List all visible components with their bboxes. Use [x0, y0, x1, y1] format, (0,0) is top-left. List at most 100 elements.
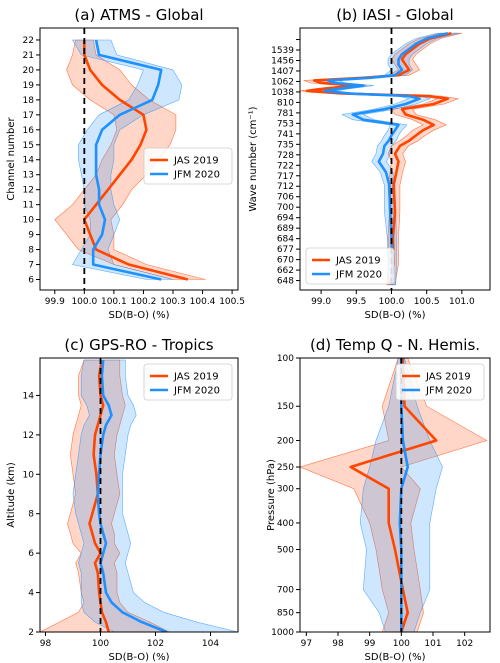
x-axis-label: SD(B-O) (%)	[109, 652, 170, 663]
x-tick-label: 100.2	[131, 297, 157, 307]
legend-label: JFM 2020	[173, 386, 220, 397]
x-tick-label: 99	[364, 639, 376, 649]
y-tick-label: 6	[28, 549, 34, 559]
chart-panel-0: 99.9 100.0 100.1 100.2 100.3 100.4 100.5 6 7 8 9 10…	[6, 6, 245, 321]
x-tick-label: 100.4	[190, 297, 216, 307]
legend-label: JFM 2020	[335, 270, 382, 281]
x-tick-label: 99.5	[346, 297, 366, 307]
legend-label: JAS 2019	[173, 156, 219, 167]
y-tick-label: 200	[277, 436, 294, 446]
y-tick-label: 19	[23, 81, 35, 91]
y-tick-label: 735	[277, 140, 294, 150]
x-tick-label: 100.0	[71, 297, 97, 307]
y-tick-label: 810	[277, 98, 294, 108]
y-tick-label: 648	[277, 277, 294, 287]
y-tick-label: 706	[277, 193, 294, 203]
y-tick-label: 781	[277, 109, 294, 119]
legend-label: JAS 2019	[335, 256, 381, 267]
y-tick-label: 712	[277, 182, 294, 192]
y-tick-label: 15	[23, 141, 34, 151]
band-jfm2020	[72, 359, 238, 632]
legend: JAS 2019 JFM 2020	[143, 363, 233, 401]
y-tick-label: 250	[277, 463, 294, 473]
y-tick-label: 16	[23, 126, 35, 136]
series-line-jfm2020	[323, 31, 449, 285]
y-tick-label: 684	[277, 235, 294, 245]
y-tick-label: 100	[277, 354, 294, 364]
band-jas2019	[300, 358, 488, 632]
legend: JAS 2019 JFM 2020	[395, 363, 485, 401]
band-jfm2020	[71, 39, 183, 280]
legend: JAS 2019 JFM 2020	[305, 247, 395, 285]
panel-title: (d) Temp Q - N. Hemis.	[310, 336, 480, 354]
chart-panel-2: 98 100 102 104 2 4 6 8 10 12 14 (c) GPS-RO - Tropic…	[6, 336, 239, 663]
y-tick-label: 14	[23, 156, 35, 166]
y-tick-label: 670	[277, 256, 294, 266]
x-tick-label: 100.5	[414, 297, 440, 307]
y-tick-label: 741	[277, 130, 294, 140]
y-tick-label: 753	[277, 119, 294, 129]
y-tick-label: 20	[23, 66, 35, 76]
x-tick-label: 99.0	[311, 297, 331, 307]
x-tick-label: 104	[202, 639, 219, 649]
y-axis-label: Pressure (hPa)	[266, 459, 277, 531]
legend-label: JAS 2019	[425, 372, 471, 383]
panel-title: (b) IASI - Global	[336, 6, 453, 24]
y-tick-label: 662	[277, 266, 294, 276]
y-tick-label: 2	[28, 628, 34, 638]
y-tick-label: 21	[23, 51, 34, 61]
y-tick-label: 1456	[271, 56, 294, 66]
y-tick-label: 677	[277, 245, 294, 255]
x-axis-label: SD(B-O) (%)	[109, 310, 170, 321]
y-tick-label: 7	[28, 261, 34, 271]
y-axis-label: Wave number (cm⁻¹)	[248, 106, 259, 211]
plot-area	[300, 28, 462, 290]
x-tick-label: 98	[40, 639, 52, 649]
y-tick-label: 689	[277, 224, 294, 234]
y-tick-label: 1000	[271, 628, 294, 638]
legend: JAS 2019 JFM 2020	[143, 147, 233, 185]
y-tick-label: 1038	[271, 88, 294, 98]
x-tick-label: 102	[147, 639, 164, 649]
x-tick-label: 100.3	[160, 297, 186, 307]
y-tick-label: 17	[23, 111, 34, 121]
y-tick-label: 850	[277, 609, 294, 619]
x-tick-label: 99.9	[45, 297, 65, 307]
x-tick-label: 100.0	[379, 297, 405, 307]
series-line-jas2019	[88, 359, 110, 632]
x-axis-label: SD(B-O) (%)	[365, 652, 426, 663]
y-tick-label: 722	[277, 161, 294, 171]
series-line-jfm2020	[91, 39, 163, 281]
chart-panel-3: 97 98 99 100 101 102 100 150 200 250 300 400 500 700 8…	[266, 336, 491, 663]
y-tick-label: 1539	[271, 46, 294, 56]
series-line-jas2019	[83, 40, 189, 281]
y-tick-label: 22	[23, 36, 34, 46]
y-tick-label: 728	[277, 151, 294, 161]
y-tick-label: 300	[277, 485, 294, 495]
x-tick-label: 98	[332, 639, 344, 649]
y-tick-label: 717	[277, 172, 294, 182]
y-axis-label: Channel number	[6, 116, 17, 200]
axes-frame	[299, 27, 491, 291]
x-tick-label: 100	[92, 639, 109, 649]
plot-area	[300, 358, 488, 632]
y-tick-label: 150	[277, 402, 294, 412]
x-tick-label: 102	[456, 639, 473, 649]
y-tick-label: 694	[277, 214, 294, 224]
x-tick-label: 101.0	[449, 297, 475, 307]
y-tick-label: 6	[28, 276, 34, 286]
axes-frame	[39, 357, 239, 633]
y-tick-label: 700	[277, 203, 294, 213]
y-tick-label: 500	[277, 546, 294, 556]
y-tick-label: 4	[28, 589, 34, 599]
y-tick-label: 12	[23, 186, 34, 196]
y-tick-label: 700	[277, 586, 294, 596]
legend-label: JAS 2019	[173, 372, 219, 383]
chart-panel-1: 99.0 99.5 100.0 100.5 101.0 64866267067768468…	[248, 6, 491, 321]
y-tick-label: 11	[23, 201, 34, 211]
y-axis-label: Altitude (km)	[6, 462, 17, 528]
x-axis-label: SD(B-O) (%)	[365, 310, 426, 321]
panel-title: (c) GPS-RO - Tropics	[64, 336, 213, 354]
y-tick-label: 10	[23, 470, 35, 480]
